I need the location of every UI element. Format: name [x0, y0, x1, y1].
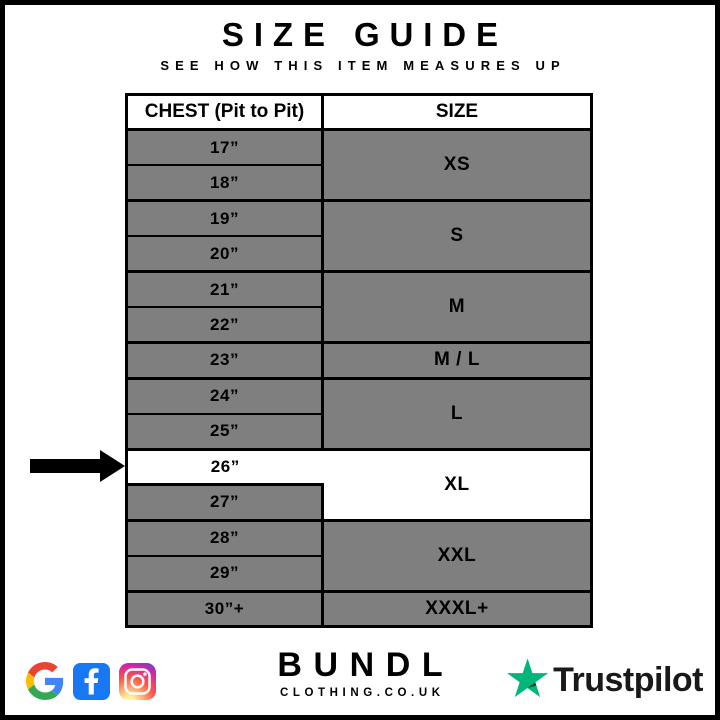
table-row: 27”	[126, 483, 592, 520]
size-cell-xxl: XXL	[322, 518, 592, 591]
table-row: 19” S	[126, 199, 592, 272]
table-row: 18”	[126, 164, 592, 201]
table-row: 25”	[126, 412, 592, 449]
chest-cell-22: 22”	[126, 306, 324, 343]
table-row: 29”	[126, 554, 592, 591]
chest-cell-18: 18”	[126, 164, 324, 201]
table-row-highlighted: 26” XL	[126, 447, 592, 520]
size-cell-xs: XS	[322, 128, 592, 201]
row-pointer-arrow-icon	[30, 449, 125, 483]
google-icon[interactable]	[26, 662, 64, 700]
chest-cell-21: 21”	[126, 270, 324, 307]
brand-logo: BUNDL CLOTHING.CO.UK	[5, 646, 715, 699]
chest-cell-23: 23”	[126, 341, 324, 378]
chest-cell-17: 17”	[126, 128, 324, 165]
chest-cell-25: 25”	[126, 412, 324, 449]
table-row: 28” XXL	[126, 518, 592, 591]
chest-cell-28: 28”	[126, 518, 324, 556]
column-header-size: SIZE	[321, 93, 593, 131]
brand-name: BUNDL	[277, 646, 455, 684]
trustpilot-logo[interactable]: Trustpilot	[507, 658, 703, 703]
size-cell-l: L	[322, 376, 592, 449]
facebook-icon[interactable]	[73, 662, 110, 700]
chest-cell-19: 19”	[126, 199, 324, 236]
size-guide-table: CHEST (Pit to Pit) SIZE 17” XS 18” 19” S…	[125, 93, 593, 628]
chest-cell-24: 24”	[126, 376, 324, 414]
table-row: 30”+ XXXL+	[126, 589, 592, 627]
size-cell-xxxlplus: XXXL+	[322, 589, 592, 627]
column-header-chest: CHEST (Pit to Pit)	[125, 93, 324, 131]
table-row: 20”	[126, 235, 592, 272]
size-cell-m: M	[322, 270, 592, 343]
trustpilot-star-icon	[507, 658, 549, 703]
table-row: 21” M	[126, 270, 592, 343]
table-row: 22”	[126, 306, 592, 343]
chest-cell-27: 27”	[126, 483, 324, 520]
chest-cell-29: 29”	[126, 554, 324, 591]
instagram-icon[interactable]	[119, 662, 156, 700]
size-cell-s: S	[322, 199, 592, 272]
size-cell-m-l: M / L	[322, 341, 592, 378]
size-cell-xl-highlighted: XL	[322, 447, 592, 520]
chest-cell-30plus: 30”+	[126, 589, 324, 627]
table-row: 17” XS	[126, 128, 592, 201]
chest-cell-20: 20”	[126, 235, 324, 272]
table-header-row: CHEST (Pit to Pit) SIZE	[125, 93, 593, 131]
chest-cell-26-highlighted: 26”	[126, 447, 323, 485]
page-subtitle: SEE HOW THIS ITEM MEASURES UP	[160, 58, 566, 73]
brand-domain: CLOTHING.CO.UK	[279, 687, 445, 699]
trustpilot-wordmark: Trustpilot	[553, 661, 703, 699]
table-row: 23” M / L	[126, 341, 592, 378]
social-icons	[26, 662, 156, 700]
page-title: SIZE GUIDE	[221, 16, 508, 53]
table-row: 24” L	[126, 376, 592, 449]
